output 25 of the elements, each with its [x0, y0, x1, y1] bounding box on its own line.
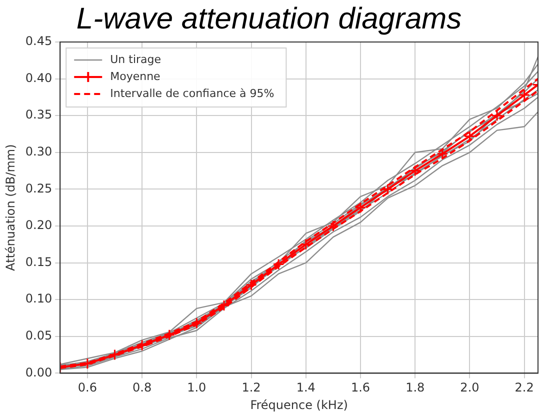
y-tick-label: 0.10	[25, 292, 52, 306]
y-tick-label: 0.20	[25, 218, 52, 232]
x-tick-label: 2.0	[460, 380, 480, 395]
legend-label: Intervalle de confiance à 95%	[110, 86, 274, 100]
x-tick-label: 1.2	[242, 380, 261, 395]
x-tick-label: 1.6	[350, 380, 370, 395]
x-tick-label: 1.0	[187, 380, 206, 395]
legend-label: Moyenne	[110, 70, 161, 83]
x-tick-label: 2.2	[514, 380, 534, 395]
y-tick-label: 0.00	[25, 365, 52, 380]
x-tick-label: 1.4	[296, 380, 316, 395]
y-axis-title: Atténuation (dB/mm)	[3, 144, 18, 271]
y-tick-label: 0.15	[25, 254, 52, 269]
y-tick-label: 0.35	[25, 108, 52, 122]
y-tick-label: 0.30	[25, 144, 52, 159]
x-tick-label: 0.6	[78, 380, 97, 395]
chart-title: L-wave attenuation diagrams	[76, 2, 462, 36]
x-tick-label: 1.8	[406, 380, 425, 395]
y-tick-label: 0.05	[25, 328, 52, 343]
x-tick-label: 0.8	[132, 380, 152, 395]
legend-label: Un tirage	[110, 52, 162, 66]
y-tick-label: 0.40	[25, 70, 52, 85]
y-tick-label: 0.25	[25, 181, 52, 196]
y-tick-label: 0.45	[25, 34, 52, 48]
x-axis-title: Fréquence (kHz)	[250, 398, 348, 412]
